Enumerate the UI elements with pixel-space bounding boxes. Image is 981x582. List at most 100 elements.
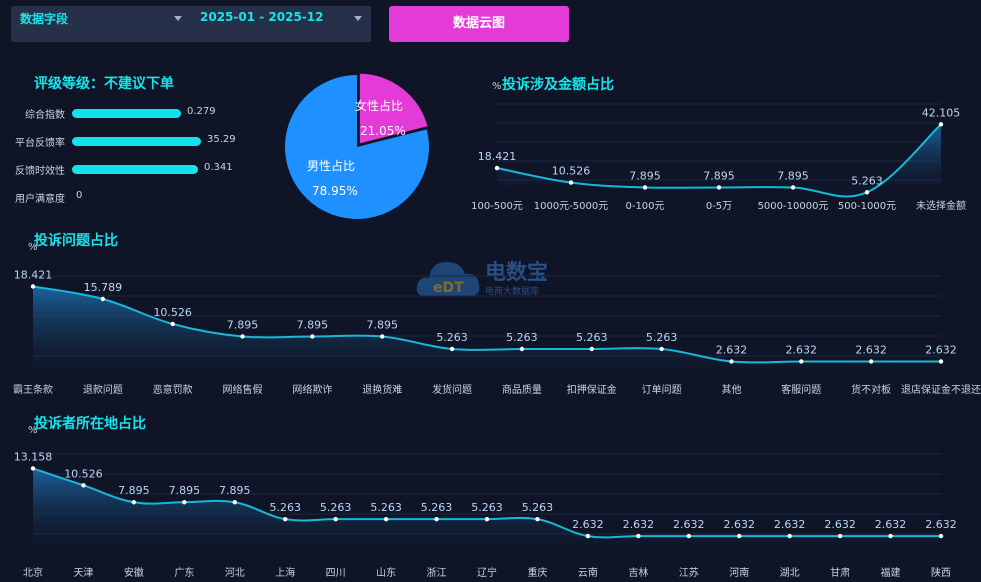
data-label: 5.263 xyxy=(320,501,352,514)
series-area xyxy=(33,286,941,380)
rating-metric-bar xyxy=(72,165,198,174)
data-point[interactable] xyxy=(232,500,237,505)
rating-metric-bar xyxy=(72,137,201,146)
data-point[interactable] xyxy=(30,284,36,289)
data-label: 2.632 xyxy=(716,343,748,356)
data-label: 2.632 xyxy=(623,518,655,531)
data-point[interactable] xyxy=(240,334,245,339)
x-tick-label: 福建 xyxy=(881,566,901,579)
watermark-logo: eDT 电数宝 电商大数据库 xyxy=(415,254,548,308)
x-tick-label: 湖北 xyxy=(780,567,800,579)
watermark-mark: eDT xyxy=(433,280,464,296)
x-tick-label: 河北 xyxy=(225,567,245,579)
x-tick-label: 客服问题 xyxy=(781,383,821,396)
data-point[interactable] xyxy=(938,122,944,127)
rating-metric-value: 0.341 xyxy=(204,162,233,173)
data-label: 2.632 xyxy=(855,343,887,356)
data-point[interactable] xyxy=(686,533,691,539)
data-label: 5.263 xyxy=(522,501,554,514)
data-point[interactable] xyxy=(310,334,315,339)
data-point[interactable] xyxy=(659,346,664,352)
x-tick-label: 上海 xyxy=(275,566,295,579)
data-label: 7.895 xyxy=(777,169,809,182)
data-point[interactable] xyxy=(868,359,874,364)
data-label: 7.895 xyxy=(629,169,661,182)
pie-slice-male xyxy=(285,75,429,220)
data-point[interactable] xyxy=(449,346,455,352)
rating-title: 评级等级：不建议下单 xyxy=(34,76,174,92)
data-label: 5.263 xyxy=(851,174,883,187)
data-point[interactable] xyxy=(938,533,944,539)
x-tick-label: 网络欺诈 xyxy=(292,383,332,396)
x-tick-label: 订单问题 xyxy=(642,383,682,396)
data-point[interactable] xyxy=(131,500,137,505)
x-tick-label: 0-100元 xyxy=(625,201,664,212)
data-label: 2.632 xyxy=(925,518,957,531)
pie-label-female-value: 21.05% xyxy=(360,124,406,138)
data-point[interactable] xyxy=(938,359,944,364)
rating-metric-label: 用户满意度 xyxy=(15,194,65,205)
data-label: 42.105 xyxy=(922,106,961,119)
pie-label-male-name: 男性占比 xyxy=(307,158,355,173)
field-select-chevron-down-icon[interactable] xyxy=(174,16,182,21)
data-point[interactable] xyxy=(333,516,338,522)
date-range-chevron-down-icon[interactable] xyxy=(354,16,362,21)
data-label: 7.895 xyxy=(366,318,398,331)
pie-slice-female xyxy=(357,72,430,146)
data-point[interactable] xyxy=(729,359,734,364)
data-point[interactable] xyxy=(484,516,490,522)
data-point[interactable] xyxy=(864,190,870,195)
pie-label-male-value: 78.95% xyxy=(312,184,358,198)
data-point[interactable] xyxy=(568,180,574,185)
data-point[interactable] xyxy=(170,321,175,327)
data-point[interactable] xyxy=(283,516,288,522)
data-label: 5.263 xyxy=(576,331,608,344)
watermark-brand: 电数宝 xyxy=(485,260,548,284)
data-label: 7.895 xyxy=(219,484,251,497)
data-point[interactable] xyxy=(642,185,648,190)
data-label: 7.895 xyxy=(227,318,259,331)
data-label: 10.526 xyxy=(64,467,103,480)
data-label: 10.526 xyxy=(153,306,192,319)
data-point[interactable] xyxy=(30,466,36,471)
data-point[interactable] xyxy=(383,516,389,522)
data-point[interactable] xyxy=(589,346,594,352)
location-chart-title: 投诉者所在地占比 xyxy=(34,416,146,432)
data-point[interactable] xyxy=(888,533,893,539)
data-label: 7.895 xyxy=(118,484,150,497)
pie-label-female-name: 女性占比 xyxy=(355,98,403,113)
data-point[interactable] xyxy=(380,334,385,339)
data-point[interactable] xyxy=(434,516,439,522)
data-point[interactable] xyxy=(716,185,722,190)
x-tick-label: 500-1000元 xyxy=(838,201,896,212)
data-point[interactable] xyxy=(100,296,106,302)
data-label: 2.632 xyxy=(572,518,604,531)
data-label: 18.421 xyxy=(478,150,517,163)
data-point[interactable] xyxy=(636,533,641,539)
field-select[interactable]: 数据字段 xyxy=(20,12,69,26)
watermark-sub: 电商大数据库 xyxy=(485,287,540,297)
data-point[interactable] xyxy=(182,500,187,505)
x-tick-label: 货不对板 xyxy=(851,383,891,396)
data-label: 5.263 xyxy=(646,331,678,344)
data-point[interactable] xyxy=(787,533,792,539)
data-label: 10.526 xyxy=(552,165,591,178)
date-range-select[interactable]: 2025-01 - 2025-12 xyxy=(200,10,324,24)
x-tick-label: 商品质量 xyxy=(502,383,542,396)
data-point[interactable] xyxy=(535,516,540,522)
data-point[interactable] xyxy=(81,483,86,488)
x-tick-label: 云南 xyxy=(578,566,598,579)
data-label: 7.895 xyxy=(703,169,735,182)
data-point[interactable] xyxy=(494,165,500,171)
y-axis-unit: % xyxy=(492,81,502,92)
data-point[interactable] xyxy=(799,359,804,364)
data-label: 15.789 xyxy=(84,281,123,294)
x-tick-label: 江苏 xyxy=(679,566,699,579)
data-point[interactable] xyxy=(737,533,742,539)
data-point[interactable] xyxy=(519,346,525,352)
data-point[interactable] xyxy=(837,533,843,539)
data-point[interactable] xyxy=(790,185,796,190)
data-cloud-button[interactable]: 数据云图 xyxy=(389,6,569,42)
filter-bar xyxy=(11,6,371,42)
data-point[interactable] xyxy=(585,533,591,539)
